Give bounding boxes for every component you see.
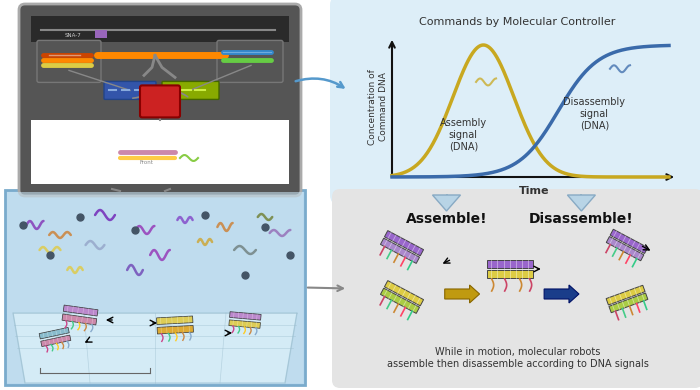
Text: Concentration of
Command DNA: Concentration of Command DNA [368, 69, 388, 145]
Text: Disassembly
signal
(DNA): Disassembly signal (DNA) [564, 97, 625, 130]
Text: SNA-7: SNA-7 [65, 34, 82, 38]
Polygon shape [610, 229, 648, 254]
Polygon shape [606, 236, 644, 261]
FancyArrow shape [444, 285, 480, 303]
Bar [31, 120, 289, 184]
Polygon shape [384, 280, 424, 306]
Polygon shape [157, 326, 193, 334]
Polygon shape [63, 305, 98, 316]
Polygon shape [39, 328, 69, 339]
FancyBboxPatch shape [104, 82, 156, 99]
FancyBboxPatch shape [19, 4, 301, 196]
FancyBboxPatch shape [332, 189, 700, 388]
Polygon shape [157, 316, 193, 324]
FancyBboxPatch shape [217, 41, 283, 82]
Polygon shape [13, 313, 297, 383]
Text: Assembly
signal
(DNA): Assembly signal (DNA) [440, 118, 486, 151]
Polygon shape [384, 230, 424, 256]
Text: Assemble!: Assemble! [406, 212, 487, 226]
Polygon shape [41, 335, 71, 347]
Polygon shape [229, 320, 260, 328]
Polygon shape [609, 293, 648, 313]
Text: Front: Front [140, 160, 154, 165]
Bar [95, 30, 107, 38]
FancyBboxPatch shape [330, 0, 700, 205]
Polygon shape [230, 312, 261, 320]
Bar [31, 16, 289, 42]
FancyArrow shape [544, 285, 579, 303]
Polygon shape [606, 285, 645, 305]
Text: Commands by Molecular Controller: Commands by Molecular Controller [419, 17, 616, 27]
Bar [7, 192, 303, 383]
FancyBboxPatch shape [162, 82, 219, 99]
Polygon shape [568, 195, 596, 211]
Text: Disassemble!: Disassemble! [529, 212, 634, 226]
FancyBboxPatch shape [37, 41, 101, 82]
Text: While in motion, molecular robots
assemble then disassemble according to DNA sig: While in motion, molecular robots assemb… [386, 347, 648, 369]
FancyBboxPatch shape [5, 190, 305, 385]
Text: Time: Time [519, 186, 550, 196]
FancyBboxPatch shape [140, 85, 180, 117]
Polygon shape [486, 270, 533, 278]
Polygon shape [380, 238, 419, 263]
Polygon shape [433, 195, 461, 211]
Polygon shape [486, 260, 533, 268]
Polygon shape [380, 288, 419, 314]
Polygon shape [62, 314, 97, 325]
